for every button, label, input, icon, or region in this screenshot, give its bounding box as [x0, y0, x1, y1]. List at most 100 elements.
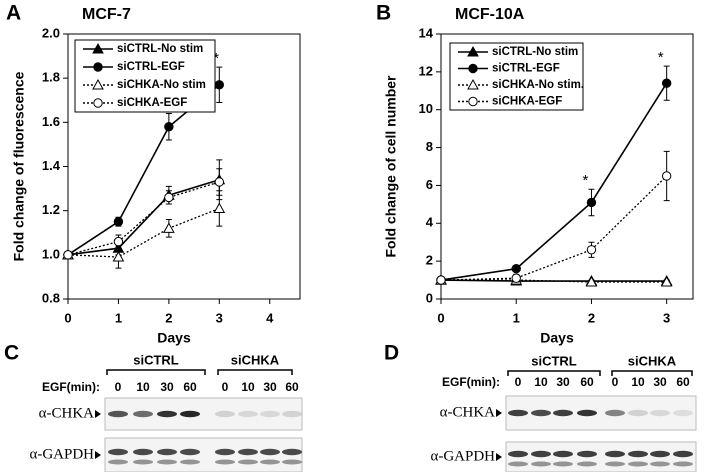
legend-label: siCHKA-EGF	[492, 96, 562, 108]
band	[577, 450, 597, 458]
marker	[661, 171, 672, 181]
x-tick-label: 1	[115, 310, 122, 325]
band	[108, 459, 128, 465]
series-line	[67, 178, 220, 256]
band	[605, 409, 625, 417]
band	[260, 410, 280, 418]
legend-marker	[468, 63, 478, 74]
y-tick-label: 1.6	[42, 114, 60, 129]
band	[508, 409, 528, 417]
marker	[113, 217, 124, 227]
y-axis-title: Fold change of cell number	[383, 75, 399, 258]
annotation: *	[658, 49, 664, 66]
band	[508, 450, 528, 458]
band	[531, 461, 551, 467]
row-label: α-GAPDH	[29, 446, 94, 462]
band	[628, 409, 648, 417]
x-tick-label: 2	[588, 310, 595, 325]
marker	[214, 177, 225, 187]
group-label: siCHKA	[231, 352, 280, 367]
y-tick-label: 4	[426, 215, 434, 230]
band	[531, 450, 551, 458]
marker	[660, 275, 673, 287]
band	[180, 448, 200, 456]
panel-letter: C	[4, 342, 19, 365]
legend-marker	[92, 42, 104, 54]
y-tick-label: 6	[426, 177, 433, 192]
x-tick-label: 3	[663, 310, 670, 325]
marker	[164, 122, 174, 132]
group-bracket	[217, 369, 293, 375]
band	[260, 448, 280, 456]
legend-marker	[93, 62, 103, 72]
band	[605, 450, 625, 458]
lane-label: 0	[115, 380, 122, 394]
legend-marker	[92, 78, 104, 90]
group-label: siCTRL	[531, 353, 577, 368]
row-label: α-CHKA	[440, 404, 496, 420]
marker	[112, 251, 125, 262]
x-tick-label: 1	[513, 310, 520, 325]
x-tick-label: 3	[216, 310, 223, 325]
row-label: α-GAPDH	[430, 448, 495, 464]
band	[133, 448, 153, 456]
lane-label: 30	[160, 380, 174, 394]
lane-label: 10	[241, 380, 255, 394]
band	[553, 461, 573, 467]
legend-label: siCHKA-No stim	[117, 79, 206, 91]
band	[180, 410, 200, 418]
legend-label: siCHKA-No stim.	[492, 79, 584, 91]
legend-marker	[93, 98, 103, 108]
marker	[214, 80, 225, 90]
panel-letter: D	[384, 342, 399, 365]
legend-marker	[467, 45, 479, 57]
band	[577, 409, 597, 417]
y-tick-label: 1.8	[42, 70, 60, 85]
series-line	[67, 181, 220, 256]
marker	[164, 192, 174, 203]
legend-label: siCTRL-No stim	[492, 46, 578, 58]
y-tick-label: 8	[426, 139, 433, 154]
y-tick-label: 1.4	[42, 158, 61, 173]
panel-letter: A	[6, 2, 21, 25]
marker	[585, 275, 598, 287]
marker	[113, 236, 124, 247]
group-bracket	[507, 370, 601, 376]
band	[133, 459, 153, 465]
series-line	[441, 279, 667, 283]
x-tick-label: 2	[165, 310, 172, 325]
marker	[511, 264, 521, 274]
legend-marker	[467, 78, 479, 90]
band	[157, 459, 177, 465]
marker	[586, 245, 597, 255]
lane-label: 60	[285, 380, 299, 394]
y-tick-label: 0	[426, 290, 433, 305]
y-tick-label: 10	[419, 101, 433, 116]
chart-title: MCF-7	[82, 6, 131, 23]
marker	[163, 222, 175, 233]
lane-label: 60	[580, 375, 594, 389]
series-line	[440, 82, 668, 281]
chart-title: MCF-10A	[455, 6, 525, 23]
lane-label: 0	[515, 375, 522, 389]
legend-label: siCTRL-EGF	[492, 63, 560, 75]
x-tick-label: 0	[64, 310, 71, 325]
band	[238, 459, 258, 465]
lane-label: 30	[263, 380, 277, 394]
marker	[63, 250, 73, 260]
band	[628, 461, 648, 467]
band	[238, 410, 258, 418]
band	[133, 410, 153, 418]
band	[673, 450, 693, 458]
lane-label: 0	[612, 375, 619, 389]
group-bracket	[611, 370, 693, 376]
band	[215, 448, 235, 456]
marker	[436, 275, 446, 285]
lane-label: 10	[136, 380, 150, 394]
x-axis-title: Days	[157, 330, 191, 346]
group-label: siCHKA	[628, 353, 677, 368]
band	[553, 450, 573, 458]
legend-label: siCTRL-No stim	[117, 43, 203, 55]
band	[577, 461, 597, 467]
panel-letter: B	[376, 2, 391, 25]
